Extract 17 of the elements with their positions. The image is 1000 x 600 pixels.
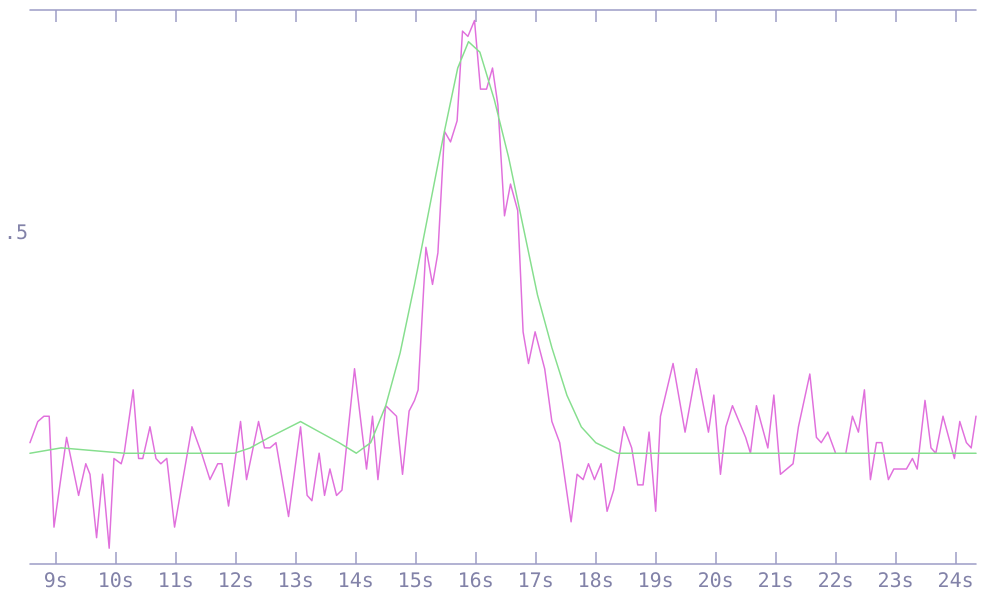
text: .5	[4, 220, 28, 244]
x-tick-label: 22s	[818, 568, 854, 592]
x-tick-label: 12s	[218, 568, 254, 592]
x-tick-label: 9s	[44, 568, 68, 592]
x-tick-label: 10s	[98, 568, 134, 592]
x-tick-label: 19s	[638, 568, 674, 592]
x-tick-label: 13s	[278, 568, 314, 592]
x-tick-label: 18s	[578, 568, 614, 592]
x-tick-label: 20s	[698, 568, 734, 592]
x-tick-label: 15s	[398, 568, 434, 592]
x-tick-label: 16s	[458, 568, 494, 592]
x-tick-label: 21s	[758, 568, 794, 592]
x-tick-label: 14s	[338, 568, 374, 592]
x-tick-label: 11s	[158, 568, 194, 592]
x-tick-label: 23s	[878, 568, 914, 592]
x-tick-label: 17s	[518, 568, 554, 592]
x-tick-label: 24s	[938, 568, 974, 592]
